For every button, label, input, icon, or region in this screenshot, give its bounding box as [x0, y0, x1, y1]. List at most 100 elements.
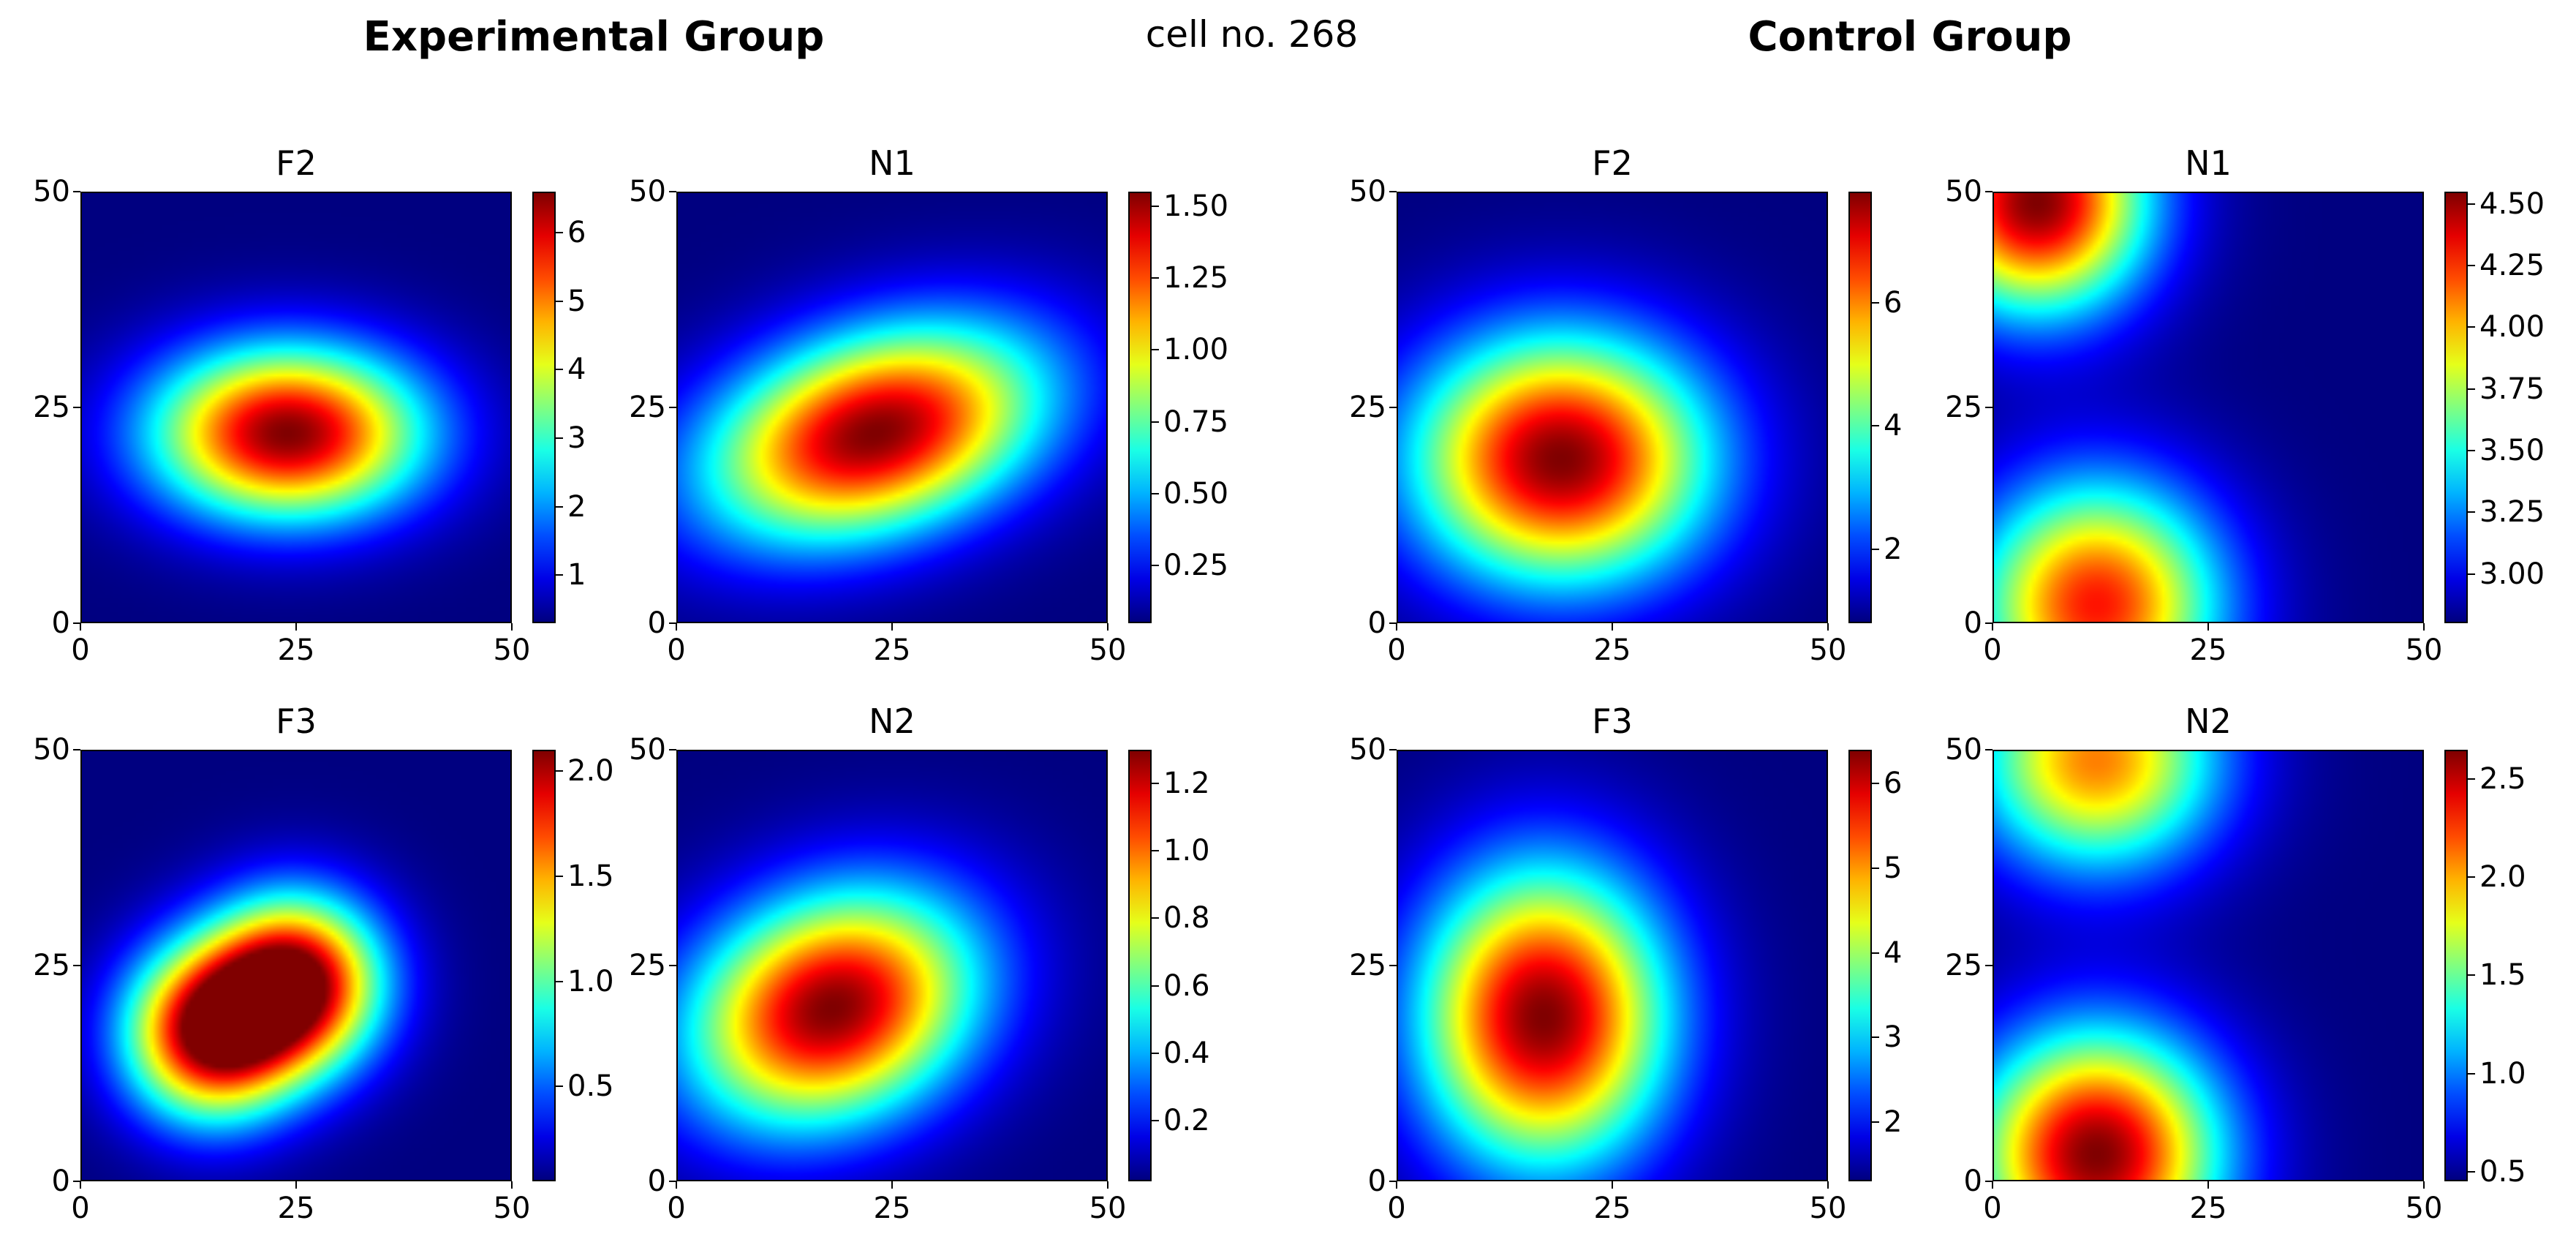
panel-experimental-f2-colorbar-tick-mark [556, 505, 563, 508]
panel-control-n1-colorbar-tick-mark [2468, 511, 2475, 513]
panel-control-f2-xtick-label: 0 [1387, 633, 1406, 667]
panel-experimental-f3-colorbar-tick-mark [556, 770, 563, 772]
panel-experimental-f3-ytick-mark [73, 1181, 80, 1182]
panel-experimental-f2-colorbar-tick-mark [556, 300, 563, 302]
panel-control-f3-ytick-label: 0 [1367, 1164, 1386, 1198]
panel-control-f3-xtick-label: 0 [1387, 1192, 1406, 1225]
panel-experimental-n1-colorbar-tick-label: 0.50 [1163, 477, 1229, 511]
panel-control-f3-heatmap [1397, 750, 1828, 1181]
panel-control-n1-colorbar-tick-label: 4.25 [2479, 249, 2545, 283]
panel-experimental-n1-colorbar-tick-mark [1152, 277, 1159, 279]
panel-experimental-f3-colorbar [532, 750, 556, 1181]
panel-control-f3-xtick-mark [1612, 1181, 1613, 1189]
panel-experimental-n1-xtick-mark [891, 623, 893, 631]
panel-control-n2-ytick-label: 25 [1945, 949, 1982, 982]
panel-control-n2-ytick-label: 0 [1963, 1164, 1982, 1198]
panel-control-n2-colorbar-tick-mark [2468, 1170, 2475, 1173]
panel-experimental-n2-xtick-mark [676, 1181, 677, 1189]
panel-experimental-n2-xtick-label: 50 [1089, 1192, 1127, 1225]
panel-control-f3-colorbar-tick-label: 4 [1884, 936, 1903, 970]
panel-experimental-f3-ytick-label: 50 [33, 733, 70, 767]
panel-experimental-n1-ytick-mark [669, 407, 676, 408]
panel-experimental-f2-xtick-mark [295, 623, 297, 631]
panel-control-f2-colorbar-tick-mark [1872, 301, 1879, 304]
panel-experimental-n1-heatmap [676, 192, 1108, 623]
panel-control-f3-colorbar-tick-mark [1872, 952, 1879, 954]
panel-experimental-n2-colorbar-tick-mark [1152, 917, 1159, 919]
panel-control-n2-ytick-mark [1985, 749, 1993, 750]
panel-control-f2-title: F2 [1592, 143, 1633, 183]
panel-control-f3-colorbar-tick-label: 6 [1884, 767, 1903, 801]
panel-control-n2-ytick-label: 50 [1945, 733, 1982, 767]
panel-control-n1-colorbar-tick-label: 3.50 [2479, 434, 2545, 467]
panel-experimental-n2-colorbar-tick-mark [1152, 985, 1159, 987]
panel-control-f3-colorbar-tick-label: 3 [1884, 1020, 1903, 1055]
panel-control-n1-xtick-label: 0 [1983, 633, 2002, 667]
panel-control-n1-ytick-label: 25 [1945, 391, 1982, 424]
panel-control-f2-ytick-label: 0 [1367, 606, 1386, 640]
panel-experimental-f2-title: F2 [276, 143, 317, 183]
panel-experimental-n1-ytick-mark [669, 622, 676, 624]
panel-experimental-n2-colorbar-tick-label: 1.0 [1163, 834, 1210, 868]
panel-experimental-n1-title: N1 [869, 143, 915, 183]
panel-experimental-f3-xtick-mark [511, 1181, 513, 1189]
panel-experimental-f3-title: F3 [276, 701, 317, 741]
panel-experimental-f2-ytick-label: 50 [33, 175, 70, 208]
panel-control-f2-colorbar-tick-label: 6 [1884, 285, 1903, 320]
panel-experimental-f2-colorbar-tick-mark [556, 574, 563, 576]
panel-experimental-n2-title: N2 [869, 701, 915, 741]
panel-experimental-n1-ytick-label: 50 [629, 175, 666, 208]
panel-control-n1-colorbar-tick-mark [2468, 450, 2475, 451]
panel-experimental-n2-heatmap [676, 750, 1108, 1181]
panel-control-f3-colorbar [1848, 750, 1872, 1181]
panel-control-n1-colorbar-tick-label: 3.75 [2479, 372, 2545, 406]
panel-experimental-n2-colorbar [1128, 750, 1152, 1181]
panel-experimental-f2-xtick-mark [511, 623, 513, 631]
panel-experimental-f2-ytick-label: 25 [33, 391, 70, 424]
panel-control-n1-colorbar-tick-mark [2468, 203, 2475, 205]
panel-control-n1-xtick-mark [2207, 623, 2209, 631]
panel-control-f3-title: F3 [1592, 701, 1633, 741]
panel-experimental-n2-colorbar-tick-label: 0.8 [1163, 901, 1210, 936]
panel-experimental-n2-colorbar-tick-mark [1152, 1120, 1159, 1122]
panel-experimental-f2-colorbar-tick-label: 1 [567, 558, 586, 592]
panel-control-f2-colorbar-tick-label: 2 [1884, 532, 1903, 566]
panel-control-n1-ytick-mark [1985, 191, 1993, 192]
panel-control-n1-xtick-mark [1992, 623, 1993, 631]
panel-experimental-n1-colorbar-tick-mark [1152, 493, 1159, 494]
panel-experimental-n1-xtick-label: 50 [1089, 633, 1127, 667]
panel-control-f3-colorbar-tick-mark [1872, 783, 1879, 785]
panel-experimental-n1-ytick-label: 0 [647, 606, 666, 640]
panel-control-f2-xtick-mark [1612, 623, 1613, 631]
panel-experimental-n1-colorbar-tick-mark [1152, 565, 1159, 567]
panel-control-n2-ytick-mark [1985, 965, 1993, 966]
panel-experimental-n2-colorbar-tick-mark [1152, 1052, 1159, 1054]
panel-control-n2-colorbar-tick-mark [2468, 974, 2475, 977]
panel-control-n2-colorbar-tick-label: 1.0 [2479, 1056, 2526, 1091]
figure-suptitle: cell no. 268 [1145, 13, 1359, 56]
panel-control-n2-xtick-mark [1992, 1181, 1993, 1189]
panel-experimental-f3-colorbar-tick-label: 1.5 [567, 859, 614, 893]
panel-experimental-f2-ytick-mark [73, 407, 80, 408]
panel-control-f2-ytick-mark [1389, 622, 1397, 624]
panel-experimental-n1-colorbar-tick-label: 0.25 [1163, 549, 1229, 583]
panel-control-f3-colorbar-tick-mark [1872, 1121, 1879, 1124]
panel-control-f3-xtick-mark [1396, 1181, 1397, 1189]
panel-control-f2-ytick-mark [1389, 191, 1397, 192]
panel-control-n1-xtick-mark [2423, 623, 2425, 631]
panel-experimental-n2-ytick-label: 50 [629, 733, 666, 767]
panel-experimental-n1-colorbar-tick-label: 0.75 [1163, 405, 1229, 439]
panel-experimental-f2-colorbar-tick-mark [556, 369, 563, 371]
panel-experimental-f2-colorbar [532, 192, 556, 623]
panel-control-f3-xtick-mark [1827, 1181, 1829, 1189]
panel-experimental-n1-ytick-label: 25 [629, 391, 666, 424]
panel-control-n1-ytick-mark [1985, 407, 1993, 408]
panel-experimental-f2-xtick-label: 25 [277, 633, 315, 667]
panel-control-n2-xtick-mark [2423, 1181, 2425, 1189]
panel-control-n2-colorbar-tick-label: 2.0 [2479, 860, 2526, 895]
panel-control-n1-colorbar-tick-mark [2468, 326, 2475, 328]
panel-experimental-f2-colorbar-tick-label: 5 [567, 284, 586, 318]
panel-experimental-f3-ytick-mark [73, 749, 80, 750]
panel-control-f3-colorbar-tick-mark [1872, 867, 1879, 869]
